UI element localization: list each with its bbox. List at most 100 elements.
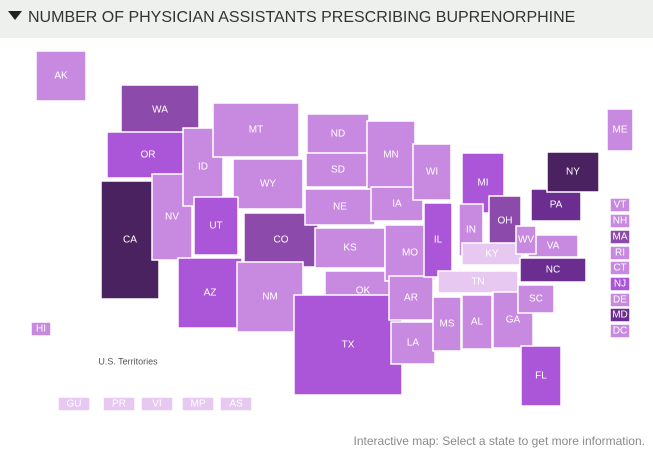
state-label: TX (342, 340, 355, 351)
state-label: WY (260, 179, 276, 190)
state-label: CA (123, 235, 137, 246)
state-label: UT (209, 221, 222, 232)
state[interactable] (609, 197, 631, 213)
state-label: NV (165, 212, 179, 223)
state[interactable] (390, 321, 436, 365)
state[interactable] (530, 188, 582, 222)
state-label: MT (249, 125, 263, 136)
state-label: DE (613, 295, 627, 306)
state-label: KS (343, 243, 357, 254)
territory[interactable] (57, 396, 91, 412)
state-label: OR (141, 150, 156, 161)
header[interactable]: NUMBER OF PHYSICIAN ASSISTANTS PRESCRIBI… (0, 0, 653, 38)
state-label: AR (404, 293, 418, 304)
state[interactable] (609, 276, 631, 292)
territory-label: AS (229, 399, 243, 410)
state-label: NE (333, 202, 347, 213)
territory[interactable] (140, 396, 174, 412)
state-label: MN (383, 150, 399, 161)
state[interactable] (609, 213, 631, 229)
state-label: ND (331, 129, 345, 140)
state-label: GA (506, 315, 521, 326)
state[interactable] (609, 245, 631, 261)
state-label: NH (613, 216, 627, 227)
state-label: HI (36, 324, 46, 335)
footer-note: Interactive map: Select a state to get m… (353, 434, 645, 448)
state-label: LA (407, 338, 420, 349)
territory[interactable] (219, 396, 253, 412)
state[interactable] (106, 131, 190, 179)
state[interactable] (609, 307, 631, 323)
state[interactable] (609, 260, 631, 276)
state-label: IL (434, 235, 443, 246)
state[interactable] (120, 84, 200, 136)
state-label: WI (426, 167, 438, 178)
state[interactable] (609, 323, 631, 339)
state-label: AK (54, 71, 68, 82)
state[interactable] (515, 225, 537, 255)
state-label: ID (198, 162, 208, 173)
territories-title: U.S. Territories (98, 356, 158, 366)
state-label: NY (566, 167, 580, 178)
state-label: SC (529, 294, 543, 305)
state[interactable] (609, 229, 631, 245)
state[interactable] (366, 120, 416, 190)
state-label: KY (485, 249, 499, 260)
state-label: VT (614, 200, 627, 211)
state-label: NM (262, 292, 278, 303)
title: NUMBER OF PHYSICIAN ASSISTANTS PRESCRIBI… (28, 9, 576, 26)
state[interactable] (35, 50, 87, 102)
state[interactable] (193, 196, 239, 256)
state-label: AL (471, 317, 484, 328)
territory[interactable] (102, 396, 136, 412)
state-label: NJ (614, 279, 626, 290)
territory-label: VI (152, 399, 161, 410)
state[interactable] (236, 261, 304, 333)
state-label: PA (550, 200, 563, 211)
state-label: OK (356, 286, 371, 297)
state-label: OH (498, 216, 513, 227)
state[interactable] (517, 284, 555, 314)
state-label: SD (331, 165, 345, 176)
state[interactable] (519, 257, 587, 283)
state[interactable] (461, 294, 493, 350)
state-label: CO (274, 235, 289, 246)
state-label: MD (612, 310, 628, 321)
state[interactable] (432, 296, 462, 352)
territory-label: GU (67, 399, 82, 410)
state[interactable] (609, 292, 631, 308)
state-label: VA (547, 241, 560, 252)
state-label: CT (613, 263, 626, 274)
state-label: ME (613, 125, 628, 136)
state-label: RI (615, 248, 625, 259)
state-label: MI (477, 178, 488, 189)
state-label: DC (613, 326, 627, 337)
state-label: MA (613, 232, 628, 243)
state[interactable] (546, 151, 600, 193)
state-label: MS (440, 319, 455, 330)
state[interactable] (212, 102, 300, 158)
territory-label: MP (191, 399, 206, 410)
territory[interactable] (181, 396, 215, 412)
state[interactable] (412, 143, 452, 201)
state-label: FL (535, 371, 547, 382)
state-label: WA (152, 105, 168, 116)
state[interactable] (606, 108, 634, 152)
state-label: WV (518, 235, 534, 246)
state-label: TN (471, 277, 484, 288)
state[interactable] (293, 294, 403, 396)
state-label: MO (402, 248, 418, 259)
collapse-icon[interactable] (8, 11, 22, 20)
state[interactable] (30, 321, 52, 337)
state[interactable] (437, 270, 519, 294)
state[interactable] (314, 227, 386, 269)
state-label: AZ (204, 288, 217, 299)
state[interactable] (305, 152, 371, 188)
state-label: IN (466, 225, 476, 236)
territory-label: PR (112, 399, 126, 410)
state-label: IA (392, 199, 402, 210)
state-label: NC (546, 265, 560, 276)
state[interactable] (520, 345, 562, 407)
state[interactable] (232, 158, 304, 210)
